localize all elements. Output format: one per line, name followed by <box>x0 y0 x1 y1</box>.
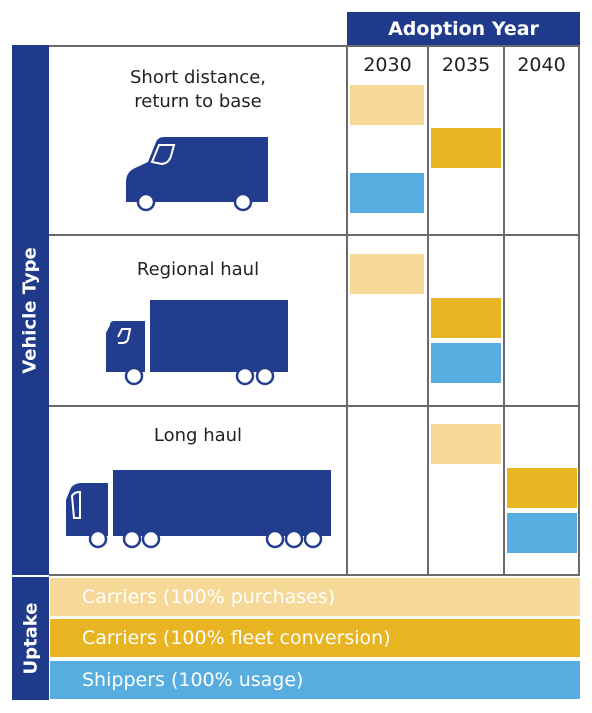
vehicle-type-label: Vehicle Type <box>20 246 42 374</box>
legend-carriers-purchases: Carriers (100% purchases) <box>50 578 580 616</box>
year-2035: 2035 <box>441 54 491 76</box>
uptake-sidebar: Uptake <box>12 577 49 700</box>
grid-line <box>49 405 580 407</box>
grid-line <box>49 574 580 576</box>
box-truck-icon <box>106 300 288 386</box>
long-haul-shippers-2040 <box>507 513 577 553</box>
vehicle-label-regional-haul: Regional haul <box>136 259 260 280</box>
long-haul-carriers-fleet-2040 <box>507 468 577 508</box>
regional-shippers-2035 <box>431 343 501 383</box>
grid-line <box>427 45 429 576</box>
adoption-year-header: Adoption Year <box>347 12 580 45</box>
short-distance-shippers-2030 <box>350 173 424 213</box>
regional-carriers-purchases-2030 <box>350 254 424 294</box>
semi-truck-icon <box>66 470 331 549</box>
legend-carriers-fleet-conversion: Carriers (100% fleet conversion) <box>50 619 580 657</box>
grid-line <box>346 45 348 576</box>
grid-line <box>49 234 580 236</box>
delivery-van-icon <box>126 137 268 212</box>
year-2040: 2040 <box>517 54 566 76</box>
vehicle-label-short-distance: Short distance, return to base <box>50 66 346 114</box>
vehicle-label-line: return to base <box>134 91 262 112</box>
grid-line <box>503 45 505 576</box>
vehicle-label-line: Short distance, <box>129 67 267 88</box>
vehicle-type-sidebar: Vehicle Type <box>12 45 49 575</box>
uptake-label: Uptake <box>20 602 42 675</box>
year-2030: 2030 <box>363 54 412 76</box>
grid-line <box>49 45 580 47</box>
legend-shippers-usage: Shippers (100% usage) <box>50 661 580 699</box>
regional-carriers-fleet-2035 <box>431 298 501 338</box>
short-distance-carriers-fleet-2035 <box>431 128 501 168</box>
long-haul-carriers-purchases-2035 <box>431 424 501 464</box>
short-distance-carriers-purchases-2030 <box>350 85 424 125</box>
grid-line <box>578 45 580 576</box>
vehicle-label-long-haul: Long haul <box>153 425 243 446</box>
